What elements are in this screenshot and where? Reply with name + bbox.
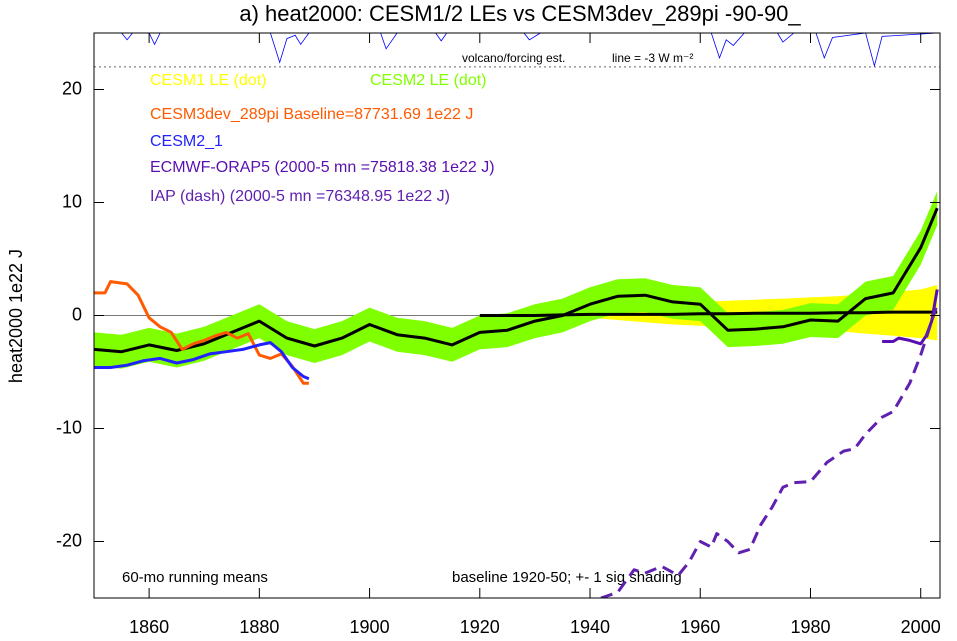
legend-label: CESM2 LE (dot) bbox=[370, 72, 486, 89]
spread-band bbox=[94, 191, 938, 369]
series-line bbox=[882, 289, 939, 346]
annotation: 60-mo running means bbox=[122, 569, 268, 586]
y-axis-label: heat2000 1e22 J bbox=[6, 249, 26, 383]
legend-label: ECMWF-ORAP5 (2000-5 mn =75818.38 1e22 J) bbox=[150, 159, 495, 176]
x-tick-label: 1980 bbox=[790, 617, 830, 637]
x-tick-label: 1960 bbox=[680, 617, 720, 637]
legend-label: CESM1 LE (dot) bbox=[150, 72, 266, 89]
x-tick-label: 2000 bbox=[901, 617, 941, 637]
plot-area bbox=[94, 33, 940, 598]
series-line bbox=[600, 303, 939, 598]
legend-label: CESM3dev_289pi Baseline=87731.69 1e22 J bbox=[150, 106, 473, 123]
y-tick-label: 10 bbox=[62, 191, 82, 211]
x-tick-label: 1940 bbox=[570, 617, 610, 637]
x-tick-label: 1900 bbox=[350, 617, 390, 637]
series-line bbox=[94, 207, 939, 354]
y-tick-label: 0 bbox=[72, 304, 82, 324]
legend-label: IAP (dash) (2000-5 mn =76348.95 1e22 J) bbox=[150, 188, 450, 205]
chart-title: a) heat2000: CESM1/2 LEs vs CESM3dev_289… bbox=[239, 1, 801, 26]
legend-label: CESM2_1 bbox=[150, 133, 223, 150]
x-tick-label: 1880 bbox=[239, 617, 279, 637]
annotation: line = -3 W m⁻² bbox=[612, 51, 693, 65]
annotation: volcano/forcing est. bbox=[462, 51, 565, 65]
y-tick-label: -20 bbox=[56, 530, 82, 550]
y-tick-label: -10 bbox=[56, 417, 82, 437]
series-line bbox=[94, 341, 310, 381]
x-tick-label: 1860 bbox=[129, 617, 169, 637]
x-tick-label: 1920 bbox=[460, 617, 500, 637]
series-line bbox=[94, 280, 309, 385]
y-tick-label: 20 bbox=[62, 78, 82, 98]
